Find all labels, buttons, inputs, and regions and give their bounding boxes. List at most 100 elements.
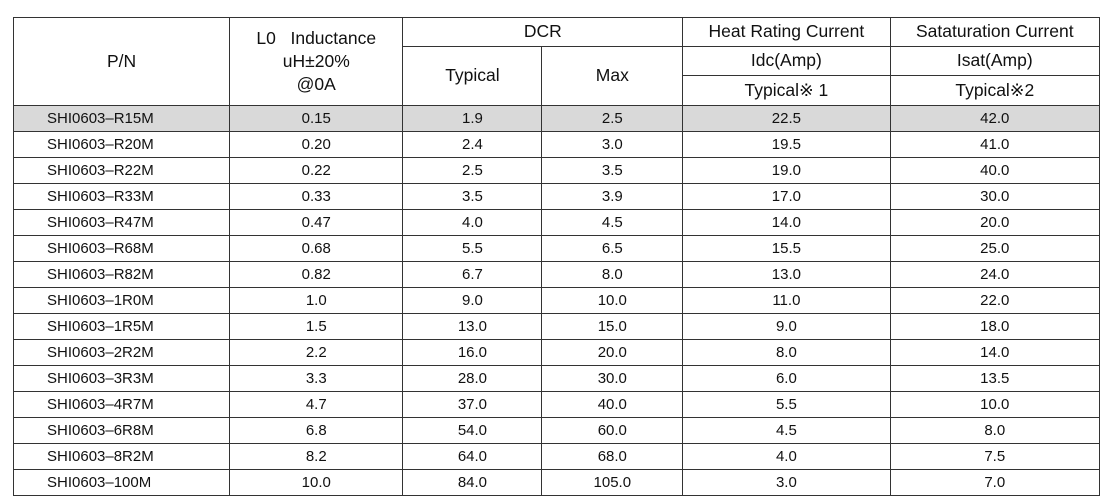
- cell-pn: SHI0603–3R3M: [12, 365, 231, 392]
- cell-dcr-max: 30.0: [541, 365, 684, 392]
- inductor-spec-table: P/N L0 Inductance uH±20% @0A DCR Heat Ra…: [12, 17, 1100, 496]
- table-row: SHI0603–2R2M 2.2 16.0 20.0 8.0 14.0: [12, 339, 1100, 366]
- table-header: P/N L0 Inductance uH±20% @0A DCR Heat Ra…: [12, 17, 1100, 106]
- cell-idc-typical: 22.5: [682, 105, 891, 132]
- cell-dcr-max: 3.0: [541, 131, 684, 158]
- cell-idc-typical: 14.0: [682, 209, 891, 236]
- cell-dcr-max: 20.0: [541, 339, 684, 366]
- cell-inductance: 0.68: [229, 235, 404, 262]
- cell-idc-typical: 19.5: [682, 131, 891, 158]
- cell-dcr-typical: 2.5: [402, 157, 543, 184]
- cell-dcr-max: 3.5: [541, 157, 684, 184]
- cell-isat-typical: 7.0: [889, 469, 1100, 496]
- cell-pn: SHI0603–4R7M: [12, 391, 231, 418]
- cell-dcr-typical: 4.0: [402, 209, 543, 236]
- header-dcr-typical: Typical: [402, 46, 543, 106]
- cell-dcr-typical: 3.5: [402, 183, 543, 210]
- cell-dcr-max: 15.0: [541, 313, 684, 340]
- cell-isat-typical: 24.0: [889, 261, 1100, 288]
- cell-isat-typical: 8.0: [889, 417, 1100, 444]
- cell-dcr-typical: 37.0: [402, 391, 543, 418]
- cell-isat-typical: 22.0: [889, 287, 1100, 314]
- cell-dcr-max: 40.0: [541, 391, 684, 418]
- cell-isat-typical: 25.0: [889, 235, 1100, 262]
- cell-inductance: 0.20: [229, 131, 404, 158]
- cell-isat-typical: 30.0: [889, 183, 1100, 210]
- cell-dcr-typical: 28.0: [402, 365, 543, 392]
- header-heat-typical: Typical※ 1: [682, 75, 891, 106]
- cell-dcr-typical: 9.0: [402, 287, 543, 314]
- cell-idc-typical: 3.0: [682, 469, 891, 496]
- table-row: SHI0603–R20M 0.20 2.4 3.0 19.5 41.0: [12, 131, 1100, 158]
- cell-dcr-max: 4.5: [541, 209, 684, 236]
- cell-inductance: 0.33: [229, 183, 404, 210]
- cell-isat-typical: 10.0: [889, 391, 1100, 418]
- cell-idc-typical: 15.5: [682, 235, 891, 262]
- cell-isat-typical: 18.0: [889, 313, 1100, 340]
- cell-inductance: 0.47: [229, 209, 404, 236]
- cell-isat-typical: 42.0: [889, 105, 1100, 132]
- cell-inductance: 1.0: [229, 287, 404, 314]
- table-row: SHI0603–3R3M 3.3 28.0 30.0 6.0 13.5: [12, 365, 1100, 392]
- cell-dcr-typical: 16.0: [402, 339, 543, 366]
- cell-idc-typical: 8.0: [682, 339, 891, 366]
- cell-pn: SHI0603–R15M: [12, 105, 231, 132]
- table-row: SHI0603–R22M 0.22 2.5 3.5 19.0 40.0: [12, 157, 1100, 184]
- cell-dcr-typical: 84.0: [402, 469, 543, 496]
- header-heat-rating: Heat Rating Current: [682, 17, 891, 47]
- cell-pn: SHI0603–R68M: [12, 235, 231, 262]
- header-inductance-line2: uH±20%: [282, 50, 350, 71]
- header-heat-unit: Idc(Amp): [682, 46, 891, 76]
- table-row: SHI0603–4R7M 4.7 37.0 40.0 5.5 10.0: [12, 391, 1100, 418]
- cell-pn: SHI0603–8R2M: [12, 443, 231, 470]
- table-row: SHI0603–1R5M 1.5 13.0 15.0 9.0 18.0: [12, 313, 1100, 340]
- cell-dcr-max: 6.5: [541, 235, 684, 262]
- cell-pn: SHI0603–1R0M: [12, 287, 231, 314]
- cell-dcr-max: 3.9: [541, 183, 684, 210]
- cell-idc-typical: 19.0: [682, 157, 891, 184]
- header-inductance-line1: L0 Inductance: [256, 27, 377, 48]
- cell-dcr-max: 2.5: [541, 105, 684, 132]
- cell-pn: SHI0603–R82M: [12, 261, 231, 288]
- cell-pn: SHI0603–R20M: [12, 131, 231, 158]
- cell-isat-typical: 40.0: [889, 157, 1100, 184]
- cell-idc-typical: 17.0: [682, 183, 891, 210]
- cell-isat-typical: 41.0: [889, 131, 1100, 158]
- cell-dcr-max: 8.0: [541, 261, 684, 288]
- table-row: SHI0603–R15M 0.15 1.9 2.5 22.5 42.0: [12, 105, 1100, 132]
- cell-dcr-typical: 64.0: [402, 443, 543, 470]
- cell-isat-typical: 7.5: [889, 443, 1100, 470]
- table-row: SHI0603–R68M 0.68 5.5 6.5 15.5 25.0: [12, 235, 1100, 262]
- cell-isat-typical: 13.5: [889, 365, 1100, 392]
- cell-idc-typical: 11.0: [682, 287, 891, 314]
- cell-inductance: 8.2: [229, 443, 404, 470]
- cell-pn: SHI0603–R33M: [12, 183, 231, 210]
- cell-dcr-typical: 13.0: [402, 313, 543, 340]
- header-sat-typical: Typical※2: [889, 75, 1100, 106]
- cell-idc-typical: 6.0: [682, 365, 891, 392]
- cell-pn: SHI0603–100M: [12, 469, 231, 496]
- cell-inductance: 2.2: [229, 339, 404, 366]
- cell-inductance: 3.3: [229, 365, 404, 392]
- cell-idc-typical: 4.0: [682, 443, 891, 470]
- cell-inductance: 1.5: [229, 313, 404, 340]
- header-saturation: Sataturation Current: [889, 17, 1100, 47]
- cell-dcr-typical: 54.0: [402, 417, 543, 444]
- cell-dcr-typical: 5.5: [402, 235, 543, 262]
- cell-dcr-max: 68.0: [541, 443, 684, 470]
- cell-pn: SHI0603–6R8M: [12, 417, 231, 444]
- cell-dcr-typical: 2.4: [402, 131, 543, 158]
- header-dcr-max: Max: [541, 46, 684, 106]
- table-row: SHI0603–8R2M 8.2 64.0 68.0 4.0 7.5: [12, 443, 1100, 470]
- cell-inductance: 0.15: [229, 105, 404, 132]
- table-body: SHI0603–R15M 0.15 1.9 2.5 22.5 42.0 SHI0603–R2…: [12, 105, 1100, 496]
- cell-idc-typical: 5.5: [682, 391, 891, 418]
- cell-isat-typical: 20.0: [889, 209, 1100, 236]
- header-pn: P/N: [12, 17, 231, 106]
- cell-pn: SHI0603–2R2M: [12, 339, 231, 366]
- table-row: SHI0603–R82M 0.82 6.7 8.0 13.0 24.0: [12, 261, 1100, 288]
- cell-idc-typical: 4.5: [682, 417, 891, 444]
- table-row: SHI0603–6R8M 6.8 54.0 60.0 4.5 8.0: [12, 417, 1100, 444]
- header-sat-unit: Isat(Amp): [889, 46, 1100, 76]
- cell-dcr-typical: 1.9: [402, 105, 543, 132]
